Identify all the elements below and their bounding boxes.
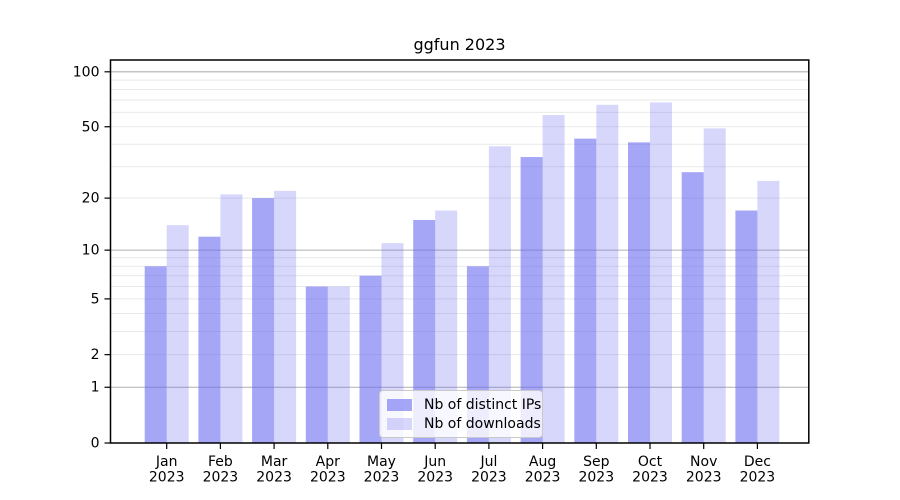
bar-downloads-jul — [488, 146, 511, 443]
x-tick-label-month-aug: Aug — [529, 454, 556, 470]
chart-title: ggfun 2023 — [413, 35, 505, 54]
x-tick-label-month-nov: Nov — [690, 454, 717, 470]
bar-distinct-ips-feb — [198, 236, 221, 443]
x-axis-ticks: Jan2023Feb2023Mar2023Apr2023May2023Jun20… — [149, 443, 775, 486]
legend-item-distinct-ips: Nb of distinct IPs — [387, 398, 541, 412]
bar-downloads-dec — [757, 180, 780, 443]
legend-item-downloads: Nb of downloads — [387, 417, 541, 431]
gridlines — [110, 71, 809, 388]
bar-distinct-ips-apr — [305, 286, 328, 443]
bar-distinct-ips-nov — [681, 172, 704, 444]
bar-downloads-nov — [703, 128, 726, 443]
x-tick-label-year-aug: 2023 — [525, 470, 561, 486]
x-tick-label-month-jul: Jul — [479, 454, 497, 470]
legend-label-downloads: Nb of downloads — [424, 415, 541, 432]
x-tick-label-year-sep: 2023 — [578, 470, 614, 486]
bar-distinct-ips-aug — [520, 157, 543, 443]
plot-frame — [109, 59, 810, 444]
bar-distinct-ips-dec — [735, 210, 758, 443]
bar-downloads-apr — [327, 286, 350, 443]
x-tick-label-year-jun: 2023 — [417, 470, 453, 486]
x-tick-label-month-mar: Mar — [261, 454, 288, 470]
y-tick-label-0: 0 — [91, 436, 100, 452]
bar-downloads-jan — [166, 225, 189, 443]
x-tick-label-year-oct: 2023 — [632, 470, 668, 486]
bar-downloads-mar — [274, 190, 297, 443]
y-axis-ticks: 0 1 2 5 10 20 50 100 — [73, 64, 111, 452]
bar-distinct-ips-jun — [413, 219, 436, 443]
y-tick-label-1: 1 — [91, 380, 100, 396]
x-tick-label-month-dec: Dec — [744, 454, 771, 470]
bar-distinct-ips-mar — [252, 198, 275, 443]
bar-distinct-ips-may — [359, 275, 382, 443]
x-tick-label-month-may: May — [367, 454, 396, 470]
legend-swatch-downloads — [387, 417, 412, 430]
x-tick-label-month-jun: Jun — [423, 454, 446, 470]
legend-label-distinct-ips: Nb of distinct IPs — [424, 396, 542, 413]
x-tick-label-year-dec: 2023 — [740, 470, 776, 486]
bar-downloads-oct — [650, 102, 672, 444]
bar-downloads-sep — [596, 104, 619, 443]
x-tick-label-month-feb: Feb — [208, 454, 233, 470]
y-tick-label-50: 50 — [82, 119, 100, 135]
bar-distinct-ips-oct — [628, 142, 650, 443]
legend-swatch-distinct-ips — [387, 398, 412, 411]
y-tick-label-2: 2 — [91, 347, 100, 363]
x-tick-label-year-feb: 2023 — [203, 470, 239, 486]
y-tick-label-10: 10 — [82, 243, 100, 259]
x-tick-label-month-sep: Sep — [583, 454, 610, 470]
x-tick-label-month-jan: Jan — [155, 454, 178, 470]
x-tick-label-year-jan: 2023 — [149, 470, 185, 486]
y-tick-label-100: 100 — [73, 64, 100, 80]
x-tick-label-month-apr: Apr — [316, 454, 340, 470]
bar-distinct-ips-sep — [574, 138, 597, 443]
x-tick-label-year-jul: 2023 — [471, 470, 507, 486]
bar-downloads-feb — [220, 194, 243, 443]
bar-downloads-jun — [435, 210, 458, 443]
x-tick-label-year-mar: 2023 — [256, 470, 292, 486]
x-tick-label-year-apr: 2023 — [310, 470, 346, 486]
legend: Nb of distinct IPs Nb of downloads — [379, 390, 543, 438]
bar-distinct-ips-jan — [144, 266, 167, 443]
x-tick-label-year-nov: 2023 — [686, 470, 722, 486]
x-tick-label-year-may: 2023 — [364, 470, 400, 486]
y-tick-label-5: 5 — [91, 291, 100, 307]
bar-downloads-aug — [542, 115, 565, 443]
x-tick-label-month-oct: Oct — [638, 454, 663, 470]
y-tick-label-20: 20 — [82, 191, 100, 207]
